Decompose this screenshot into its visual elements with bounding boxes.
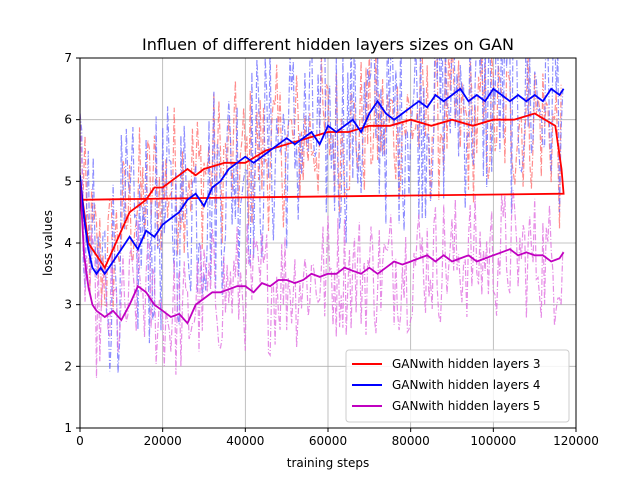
smoothed-series-line	[80, 87, 565, 276]
chart-title: Influen of different hidden layers sizes…	[142, 35, 514, 54]
smoothed-series-line	[80, 181, 565, 325]
y-tick-label: 1	[64, 421, 72, 435]
x-tick-label: 100000	[470, 434, 516, 448]
x-tick-label: 0	[76, 434, 84, 448]
legend-box	[345, 349, 570, 423]
raw-series-line	[80, 58, 564, 374]
y-tick-label: 3	[64, 298, 72, 312]
x-tick-label: 120000	[553, 434, 599, 448]
x-axis-label: training steps	[287, 456, 370, 470]
legend: GANwith hidden layers 3 GANwith hidden la…	[345, 349, 570, 423]
y-tick-label: 7	[64, 51, 72, 65]
legend-label: GANwith hidden layers 5	[392, 399, 541, 413]
x-tick-label: 20000	[144, 434, 182, 448]
y-tick-label: 2	[64, 359, 72, 373]
smoothed-series-line	[80, 112, 565, 270]
x-tick-label: 80000	[392, 434, 430, 448]
raw-series-line	[80, 58, 562, 310]
x-tick-label: 60000	[309, 434, 347, 448]
axis-ticks: 0 20000 40000 60000 80000 100000 120000 1 2 3 4 5 6 7	[64, 51, 599, 448]
legend-label: GANwith hidden layers 3	[392, 357, 541, 371]
raw-series-line	[80, 113, 564, 379]
raw-noise-layer	[80, 58, 564, 379]
y-tick-label: 5	[64, 174, 72, 188]
y-axis-label: loss values	[41, 210, 55, 276]
x-tick-label: 40000	[226, 434, 264, 448]
smoothed-lines-layer	[80, 87, 565, 325]
legend-label: GANwith hidden layers 4	[392, 378, 541, 392]
y-tick-label: 4	[64, 236, 72, 250]
y-tick-label: 6	[64, 113, 72, 127]
